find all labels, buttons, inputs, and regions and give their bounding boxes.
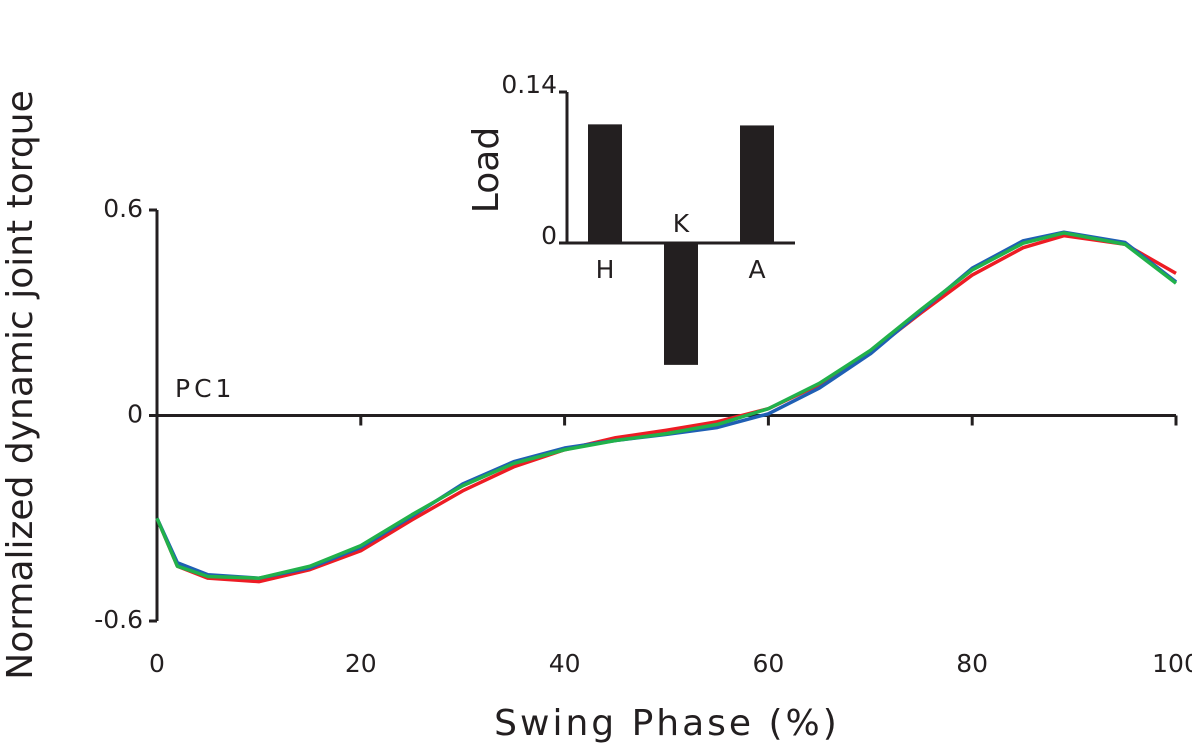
- bar: [664, 243, 698, 365]
- y-tick-label: 0.6: [103, 194, 143, 223]
- bar: [588, 124, 622, 243]
- line-series: [155, 233, 1177, 584]
- inset-x-tick-label: K: [673, 209, 690, 238]
- y-axis-label: Normalized dynamic joint torque: [0, 90, 41, 679]
- x-tick-label: 100: [1152, 649, 1192, 678]
- bar: [740, 125, 774, 243]
- x-tick-label: 20: [345, 649, 377, 678]
- line-series: [155, 231, 1178, 580]
- y-tick-label: 0: [127, 400, 143, 429]
- x-tick-label: 80: [956, 649, 988, 678]
- y-tick-label: -0.6: [94, 605, 143, 634]
- inset-y-axis-label: Load: [466, 127, 507, 213]
- x-tick-label: 60: [752, 649, 784, 678]
- x-axis-label: Swing Phase (%): [494, 703, 840, 744]
- annotation: PC1: [175, 374, 235, 403]
- x-tick-label: 0: [149, 649, 165, 678]
- inset-y-tick-label: 0: [541, 221, 557, 250]
- inset-y-tick-label: 0.14: [501, 70, 557, 99]
- inset-x-tick-label: A: [748, 255, 765, 284]
- inset-x-tick-label: H: [596, 255, 615, 284]
- x-tick-label: 40: [549, 649, 581, 678]
